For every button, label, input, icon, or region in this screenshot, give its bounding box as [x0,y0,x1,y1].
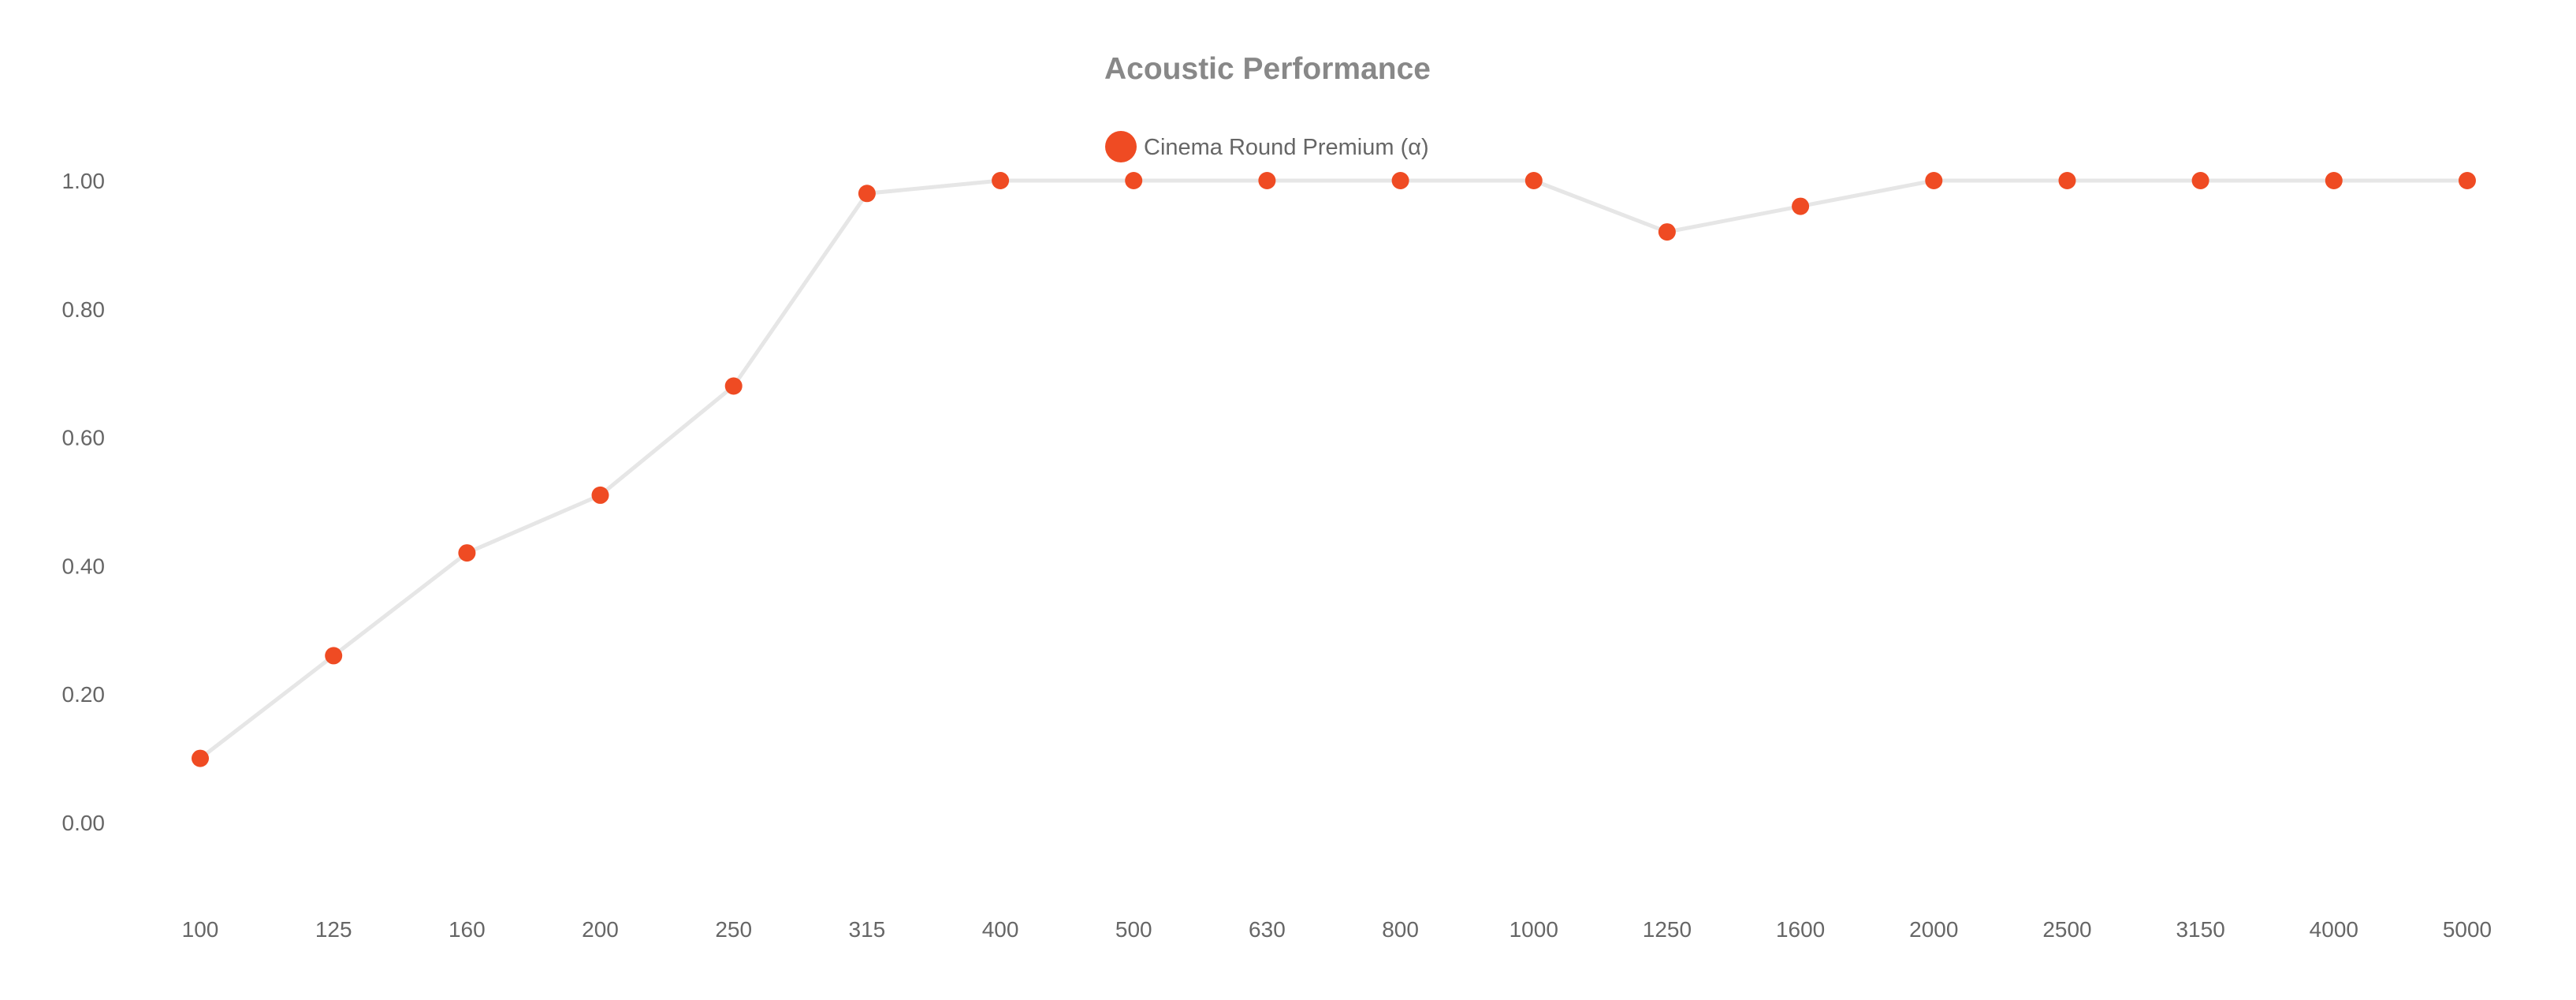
y-tick-label: 1.00 [62,169,106,193]
data-point[interactable] [325,647,343,665]
data-points [192,172,2476,767]
y-tick-label: 0.20 [62,682,106,707]
x-tick-label: 4000 [2310,917,2358,942]
data-point[interactable] [2058,172,2076,189]
legend-label: Cinema Round Premium (α) [1144,135,1429,160]
data-point[interactable] [1658,223,1676,241]
x-tick-label: 500 [1115,917,1152,942]
x-tick-label: 3150 [2176,917,2224,942]
chart-title: Acoustic Performance [1104,52,1431,86]
legend[interactable]: Cinema Round Premium (α) [1105,131,1429,162]
x-axis: 100 125 160 200 250 315 400 500 630 800 1000 1250 16… [182,917,2492,942]
data-point[interactable] [1391,172,1409,189]
y-tick-label: 0.40 [62,554,106,578]
y-axis: 0.00 0.20 0.40 0.60 0.80 1.00 [62,169,106,835]
data-point[interactable] [1258,172,1276,189]
data-point[interactable] [2325,172,2343,189]
x-tick-label: 1000 [1509,917,1558,942]
data-point[interactable] [192,749,209,767]
data-point[interactable] [1792,197,1810,215]
y-tick-label: 0.60 [62,426,106,450]
x-tick-label: 2000 [1909,917,1958,942]
y-tick-label: 0.80 [62,297,106,322]
series-line [199,178,2467,760]
x-tick-label: 200 [582,917,619,942]
data-point[interactable] [992,172,1010,189]
data-point[interactable] [591,486,609,504]
x-tick-label: 1250 [1643,917,1692,942]
y-tick-label: 0.00 [62,811,106,835]
data-point[interactable] [1125,172,1143,189]
data-point[interactable] [1925,172,1943,189]
x-tick-label: 400 [982,917,1019,942]
data-point[interactable] [1524,172,1543,189]
x-tick-label: 315 [849,917,886,942]
data-point[interactable] [858,185,876,203]
x-tick-label: 250 [715,917,752,942]
x-tick-label: 160 [449,917,486,942]
x-tick-label: 2500 [2042,917,2091,942]
data-point[interactable] [458,544,476,562]
x-tick-label: 100 [182,917,219,942]
series-layer [192,172,2476,767]
x-tick-label: 800 [1382,917,1419,942]
data-point[interactable] [724,377,743,395]
x-tick-label: 5000 [2443,917,2492,942]
legend-marker [1105,131,1137,162]
x-tick-label: 125 [315,917,352,942]
x-tick-label: 1600 [1776,917,1825,942]
data-point[interactable] [2191,172,2209,189]
data-point[interactable] [2459,172,2476,189]
x-tick-label: 630 [1249,917,1286,942]
